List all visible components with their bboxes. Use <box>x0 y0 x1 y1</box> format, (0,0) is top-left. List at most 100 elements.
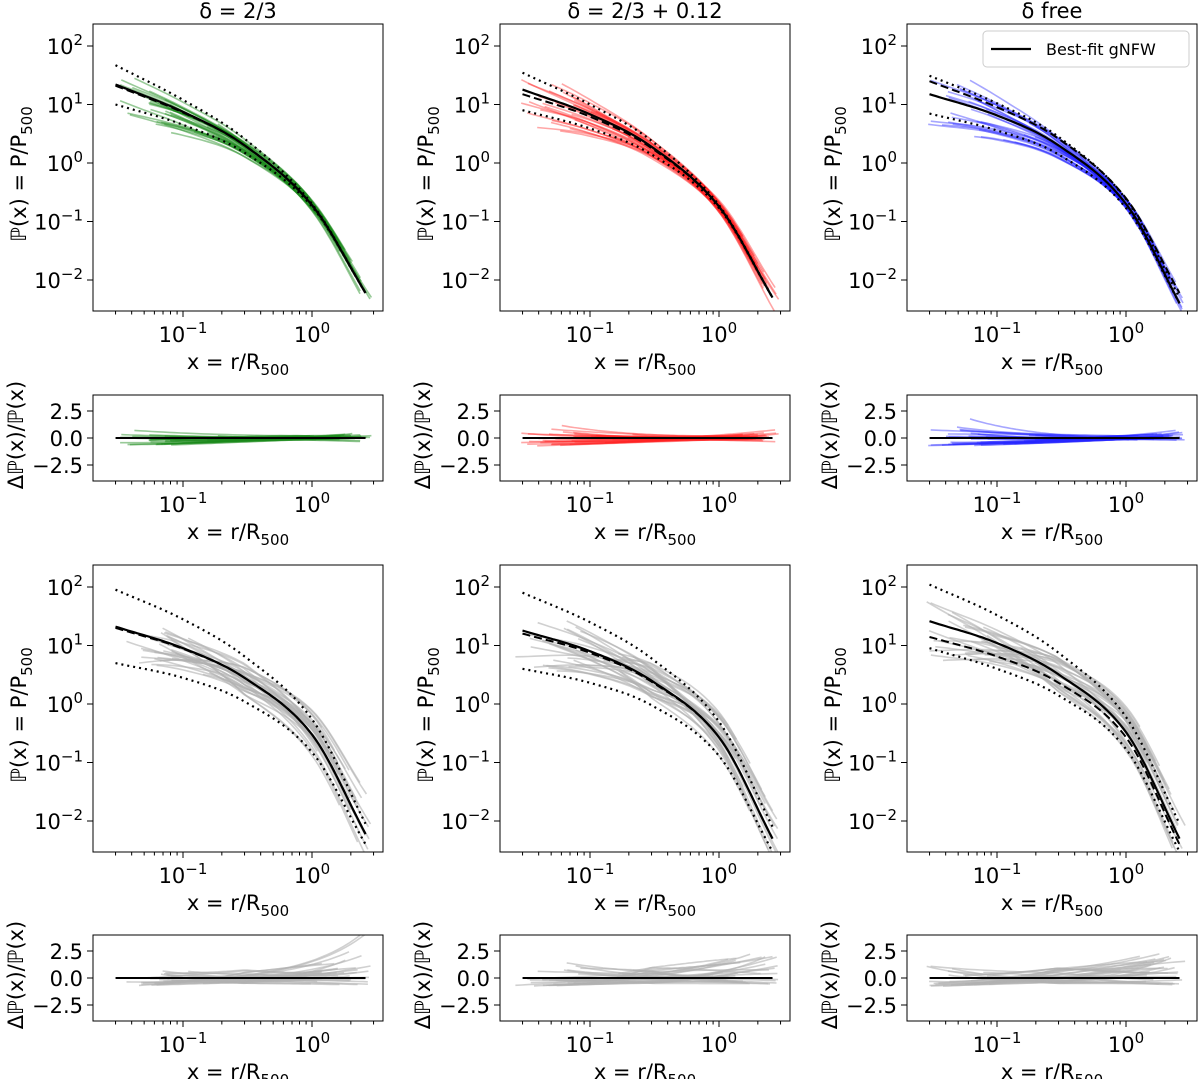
y-axis-label: ℙ(x) = P/P500 <box>821 647 850 783</box>
x-axis-label: x = r/R500 <box>594 350 696 379</box>
xlabel-text: x = r/R <box>594 350 668 374</box>
y-tick-label: 102 <box>454 572 490 600</box>
ylabel-text: Δℙ(x)/ℙ(x) <box>411 921 435 1030</box>
ylabel-subscript: 500 <box>18 106 36 135</box>
ylabel-text: Δℙ(x)/ℙ(x) <box>4 921 28 1030</box>
cluster-profile-line <box>960 88 1177 303</box>
tick-exponent: 1 <box>73 631 83 649</box>
x-axis-label: x = r/R500 <box>187 891 289 920</box>
tick-exponent: −2 <box>468 265 490 283</box>
ylabel-text: ℙ(x) = P/P <box>821 676 845 783</box>
y-tick-label: −2.5 <box>32 454 83 478</box>
tick-base: 10 <box>441 810 468 834</box>
residual-plot-area <box>116 934 371 986</box>
tick-base: 10 <box>159 323 186 347</box>
tick-exponent: −1 <box>875 748 897 766</box>
y-tick-label: 10−2 <box>848 265 897 293</box>
cluster-profile-line <box>132 88 339 252</box>
cluster-profile-line <box>151 110 334 232</box>
tick-base: 10 <box>701 1033 728 1057</box>
tick-base: 10 <box>159 493 186 517</box>
cluster-profile-line <box>952 612 1130 752</box>
ylabel-text: ℙ(x) = P/P <box>414 135 438 242</box>
tick-exponent: 2 <box>73 572 83 590</box>
legend: Best-fit gNFW <box>983 31 1189 67</box>
tick-exponent: −1 <box>592 1029 614 1047</box>
y-tick-label: 100 <box>454 689 490 717</box>
tick-exponent: 0 <box>728 319 738 337</box>
tick-exponent: 0 <box>321 1029 331 1047</box>
tick-text: −2.5 <box>32 994 83 1018</box>
plot-area <box>116 590 371 860</box>
tick-base: 10 <box>34 211 61 235</box>
y-tick-label: 10−1 <box>848 207 897 235</box>
cluster-profile-line <box>149 103 370 299</box>
x-tick-label: 10−1 <box>973 489 1022 517</box>
tick-exponent: 0 <box>887 148 897 166</box>
cluster-profile-line <box>161 122 360 277</box>
dashed-median-line <box>116 86 366 293</box>
x-axis-label: x = r/R500 <box>1001 350 1103 379</box>
y-axis-label: ℙ(x) = P/P500 <box>414 106 443 242</box>
tick-exponent: 0 <box>1135 860 1145 878</box>
tick-base: 10 <box>566 323 593 347</box>
xlabel-subscript: 500 <box>261 902 290 920</box>
cluster-profile-line <box>552 121 769 289</box>
tick-exponent: 1 <box>73 90 83 108</box>
x-axis-label: x = r/R500 <box>594 520 696 549</box>
cluster-profile-line <box>120 101 352 262</box>
tick-exponent: 0 <box>887 689 897 707</box>
tick-base: 10 <box>454 576 481 600</box>
tick-base: 10 <box>34 810 61 834</box>
y-tick-label: 2.5 <box>864 400 897 424</box>
x-tick-label: 10−1 <box>973 1029 1022 1057</box>
cluster-profile-line <box>574 100 756 270</box>
cluster-profile-line <box>1035 137 1168 281</box>
profile-axes-frame <box>500 24 790 311</box>
cluster-profile-line <box>194 132 340 245</box>
tick-exponent: −2 <box>468 806 490 824</box>
y-tick-label: 101 <box>454 631 490 659</box>
tick-base: 10 <box>47 635 74 659</box>
tick-exponent: 0 <box>73 689 83 707</box>
x-tick-label: 10−1 <box>566 489 615 517</box>
ylabel-text: Δℙ(x)/ℙ(x) <box>411 381 435 490</box>
residual-y-axis-label: Δℙ(x)/ℙ(x) <box>411 921 435 1030</box>
y-axis-label: ℙ(x) = P/P500 <box>7 106 36 242</box>
tick-text: 0.0 <box>864 967 897 991</box>
cluster-profile-line <box>170 112 362 284</box>
cluster-profile-line <box>957 85 1182 308</box>
ylabel-text: Δℙ(x)/ℙ(x) <box>818 381 842 490</box>
residual-y-axis-label: Δℙ(x)/ℙ(x) <box>4 381 28 490</box>
tick-base: 10 <box>47 94 74 118</box>
tick-base: 10 <box>566 864 593 888</box>
cluster-profile-line <box>529 102 766 280</box>
tick-base: 10 <box>848 752 875 776</box>
tick-exponent: −1 <box>999 319 1021 337</box>
tick-base: 10 <box>848 269 875 293</box>
y-tick-label: 101 <box>861 90 897 118</box>
xlabel-subscript: 500 <box>1075 1071 1104 1079</box>
xlabel-text: x = r/R <box>187 891 261 915</box>
cluster-profile-line <box>978 101 1149 244</box>
ylabel-subscript: 500 <box>832 106 850 135</box>
x-tick-label: 10−1 <box>159 860 208 888</box>
y-tick-label: 10−1 <box>441 207 490 235</box>
tick-exponent: −2 <box>61 265 83 283</box>
cluster-profile-line <box>949 621 1183 848</box>
x-tick-label: 100 <box>701 1029 737 1057</box>
dashed-median-line <box>930 81 1180 293</box>
cluster-profile-line <box>134 78 366 293</box>
y-tick-label: 102 <box>454 31 490 59</box>
xlabel-subscript: 500 <box>668 1071 697 1079</box>
tick-base: 10 <box>454 693 481 717</box>
xlabel-text: x = r/R <box>1001 520 1075 544</box>
plot-area <box>521 73 778 313</box>
tick-base: 10 <box>47 35 74 59</box>
